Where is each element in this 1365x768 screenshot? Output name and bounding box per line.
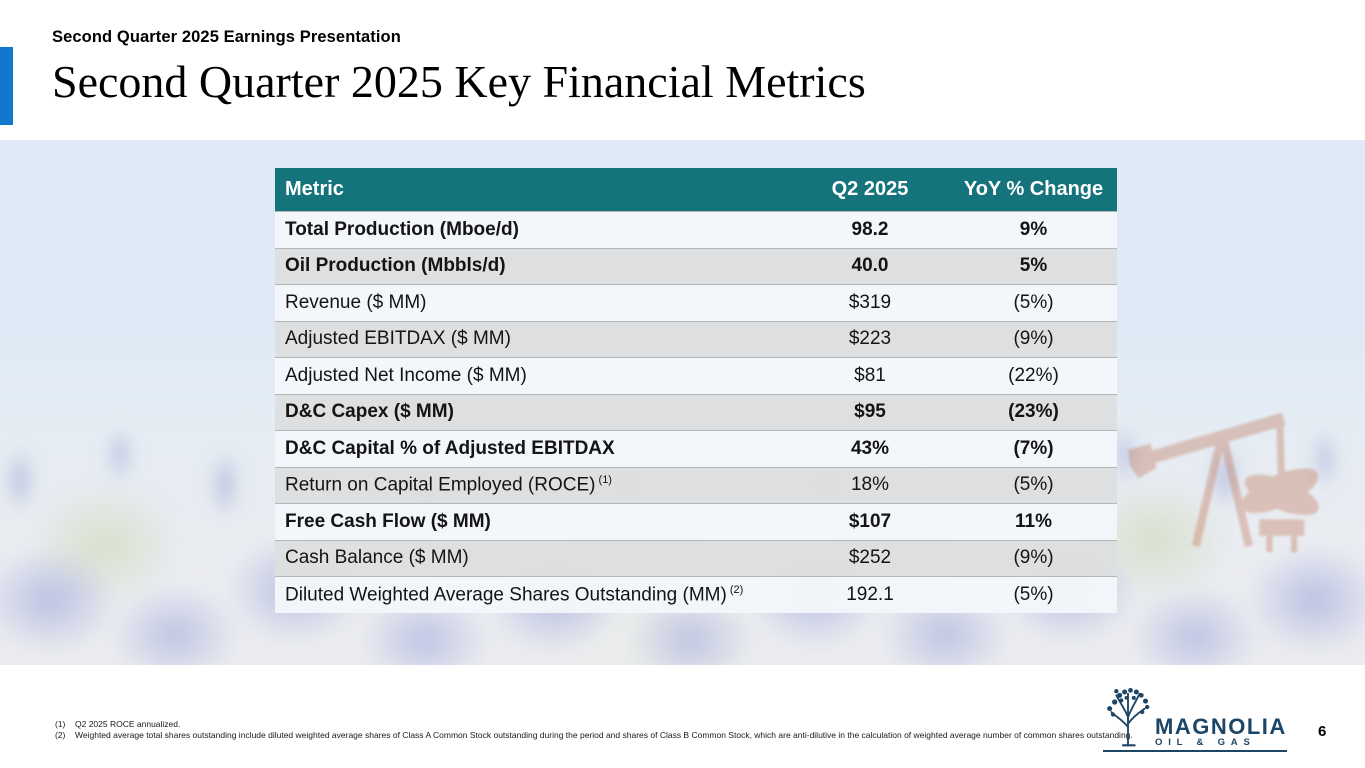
footnote-1: (1) Q2 2025 ROCE annualized.	[55, 719, 1295, 730]
magnolia-tree-icon	[1107, 688, 1150, 747]
table-header-row: Metric Q2 2025 YoY % Change	[275, 168, 1117, 211]
footnote-2: (2) Weighted average total shares outsta…	[55, 730, 1295, 741]
table-row: Return on Capital Employed (ROCE) (1) 18%…	[275, 466, 1117, 503]
page-title: Second Quarter 2025 Key Financial Metric…	[52, 56, 866, 107]
yoy-change-value-cell: (22%)	[1008, 364, 1059, 386]
metric-cell: Adjusted Net Income ($ MM)	[285, 364, 527, 386]
q2-2025-value-cell: 18%	[850, 474, 890, 496]
yoy-change-value-cell: (5%)	[1013, 474, 1054, 496]
footnote-ref: (2)	[726, 583, 744, 596]
logo-subtitle: OIL & GAS	[1155, 737, 1256, 748]
title-accent-bar	[0, 47, 13, 125]
q2-2025-value-cell: 40.0	[851, 255, 889, 277]
footnote-ref: (1)	[595, 474, 612, 487]
table-row: Adjusted EBITDAX ($ MM) $223 (9%)	[275, 320, 1117, 357]
column-header-q2-2025: Q2 2025	[831, 178, 909, 200]
metric-cell: Diluted Weighted Average Shares Outstand…	[285, 583, 744, 605]
yoy-change-value-cell: (9%)	[1013, 328, 1054, 350]
metric-cell: D&C Capex ($ MM)	[285, 401, 454, 423]
q2-2025-value-cell: $223	[848, 328, 892, 350]
metric-cell: Cash Balance ($ MM)	[285, 547, 469, 569]
footnote-marker: (2)	[55, 730, 66, 740]
q2-2025-value-cell: $319	[848, 291, 892, 313]
footnote-marker: (1)	[55, 719, 66, 729]
q2-2025-value-cell: 43%	[850, 437, 890, 459]
metric-cell: Free Cash Flow ($ MM)	[285, 510, 491, 532]
yoy-change-value-cell: 5%	[1019, 255, 1048, 277]
table-row: Total Production (Mboe/d) 98.2 9%	[275, 211, 1117, 248]
table-row: Diluted Weighted Average Shares Outstand…	[275, 576, 1117, 613]
column-header-metric: Metric	[285, 178, 344, 200]
yoy-change-value-cell: (9%)	[1013, 547, 1054, 569]
background-photo: Metric Q2 2025 YoY % Change Total Produc…	[0, 140, 1365, 665]
metric-cell: Revenue ($ MM)	[285, 291, 427, 313]
footnotes: (1) Q2 2025 ROCE annualized. (2) Weighte…	[55, 719, 1295, 741]
financial-metrics-table: Metric Q2 2025 YoY % Change Total Produc…	[275, 168, 1117, 613]
metrics-table-body: Total Production (Mboe/d) 98.2 9% Oil Produ…	[275, 211, 1117, 613]
table-row: Oil Production (Mbbls/d) 40.0 5%	[275, 247, 1117, 284]
logo-text: MAGNOLIA OIL & GAS	[1155, 714, 1287, 748]
footnote-text: Q2 2025 ROCE annualized.	[75, 719, 181, 729]
magnolia-logo: MAGNOLIA OIL & GAS	[1103, 686, 1287, 752]
q2-2025-value-cell: $107	[848, 510, 892, 532]
table-row: Free Cash Flow ($ MM) $107 11%	[275, 503, 1117, 540]
q2-2025-value-cell: $95	[854, 401, 886, 423]
yoy-change-value-cell: (7%)	[1013, 437, 1054, 459]
table-row: Adjusted Net Income ($ MM) $81 (22%)	[275, 357, 1117, 394]
pumpjack-image	[1128, 412, 1319, 553]
footnote-text: Weighted average total shares outstandin…	[75, 730, 1133, 740]
presentation-label: Second Quarter 2025 Earnings Presentatio…	[52, 28, 401, 46]
yoy-change-value-cell: (5%)	[1013, 583, 1054, 605]
table-row: D&C Capex ($ MM) $95 (23%)	[275, 393, 1117, 430]
q2-2025-value-cell: 192.1	[846, 583, 894, 605]
yoy-change-value-cell: (23%)	[1008, 401, 1059, 423]
metric-cell: Oil Production (Mbbls/d)	[285, 255, 506, 277]
table-row: Revenue ($ MM) $319 (5%)	[275, 284, 1117, 321]
table-row: D&C Capital % of Adjusted EBITDAX 43% (7%)	[275, 430, 1117, 467]
q2-2025-value-cell: 98.2	[851, 218, 889, 240]
yoy-change-value-cell: 11%	[1015, 510, 1052, 532]
metric-cell: D&C Capital % of Adjusted EBITDAX	[285, 437, 615, 459]
page-number: 6	[1318, 723, 1327, 740]
q2-2025-value-cell: $81	[854, 364, 886, 386]
yoy-change-value-cell: 9%	[1019, 218, 1048, 240]
table-row: Cash Balance ($ MM) $252 (9%)	[275, 539, 1117, 576]
column-header-yoy-change: YoY % Change	[963, 178, 1104, 200]
q2-2025-value-cell: $252	[848, 547, 892, 569]
metric-cell: Adjusted EBITDAX ($ MM)	[285, 328, 511, 350]
metric-cell: Return on Capital Employed (ROCE) (1)	[285, 474, 612, 496]
metric-cell: Total Production (Mboe/d)	[285, 218, 519, 240]
logo-name: MAGNOLIA	[1155, 714, 1287, 739]
yoy-change-value-cell: (5%)	[1013, 291, 1054, 313]
